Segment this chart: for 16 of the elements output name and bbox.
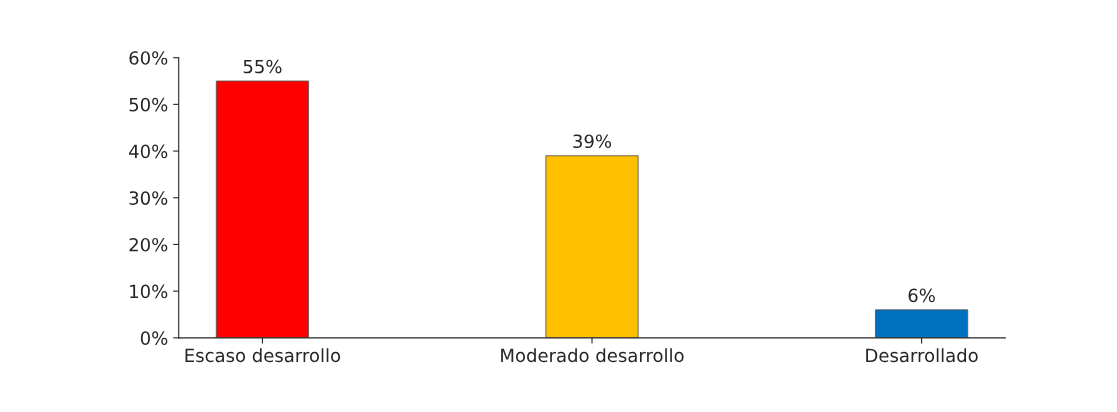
y-tick-label: 0% (140, 331, 168, 345)
y-tick-label: 50% (129, 97, 168, 112)
y-tick-label: 60% (129, 51, 168, 65)
bar (875, 309, 969, 338)
bar (215, 80, 309, 338)
y-tick-label: 40% (129, 144, 168, 159)
y-tick-label: 20% (129, 237, 168, 252)
bar (545, 155, 639, 338)
data-label: 39% (573, 134, 612, 149)
data-label: 6% (908, 288, 935, 303)
y-tick-label: 10% (130, 284, 168, 299)
x-tick-label: Moderado desarrollo (501, 348, 684, 363)
y-tick-label: 30% (129, 191, 168, 205)
x-tick-label: Desarrollado (866, 348, 978, 363)
data-label: 55% (243, 59, 282, 74)
x-tick-label: Escaso desarrollo (185, 348, 341, 363)
